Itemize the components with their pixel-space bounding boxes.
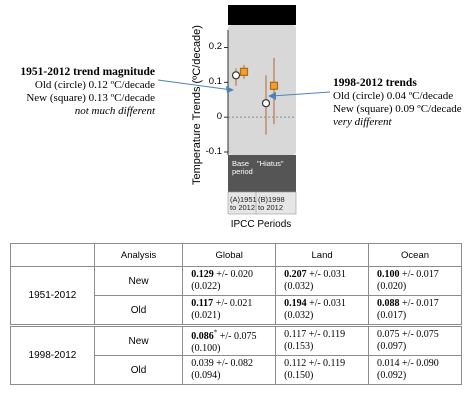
x-axis-label: IPCC Periods [230, 219, 292, 230]
table-row: 1998-2012 New 0.086* +/- 0.075 (0.100) 0.117… [10, 323, 462, 386]
plot-header-band [228, 5, 296, 25]
category-band [228, 155, 296, 192]
old-circle-point [261, 99, 271, 108]
left-annotation-new: New (square) 0.13 ºC/decade [26, 92, 155, 104]
trend-figure: Temperature Trends (ºC/decade) 0.2 0.1 0 -0… [8, 5, 462, 230]
global-cell: 0.086* +/- 0.075 (0.100) [182, 323, 277, 357]
table-body: 1951-2012 New 0.129 +/- 0.020 (0.022) 0.207 … [10, 266, 462, 386]
y-tick-label: 0.2 [208, 41, 222, 53]
right-annotation-new: New (square) 0.09 ºC/decade [333, 103, 462, 115]
header-ocean: Ocean [368, 243, 462, 267]
period-cell: 1998-2012 [10, 323, 95, 386]
left-annotation: 1951-2012 trend magnitude Old (circle) 0… [8, 66, 155, 118]
analysis-cell: Old [93, 295, 184, 326]
right-annotation-note: very different [333, 116, 392, 128]
land-cell: 0.194 +/- 0.031 (0.032) [275, 295, 370, 326]
y-tick-label: 0.1 [208, 76, 222, 88]
data-marks [231, 57, 279, 135]
land-cell: 0.117 +/- 0.119 (0.153) [275, 323, 370, 357]
global-cell: 0.117 +/- 0.021 (0.021) [182, 295, 277, 326]
header-analysis: Analysis [93, 243, 184, 267]
ocean-cell: 0.100 +/- 0.017 (0.020) [368, 266, 462, 296]
y-axis-label-wrap: Temperature Trends (ºC/decade) [186, 25, 208, 185]
ocean-cell: 0.075 +/- 0.075 (0.097) [368, 323, 462, 357]
y-tick-label: -0.1 [205, 146, 222, 157]
old-circle-point [231, 71, 241, 80]
table-header-row: Analysis Global Land Ocean [10, 243, 462, 267]
analysis-cell: New [93, 266, 184, 296]
header-empty [10, 243, 95, 267]
left-annotation-title: 1951-2012 trend magnitude [20, 66, 155, 78]
period-label-a: (A)1951 to 2012 [230, 195, 257, 212]
trend-table: Analysis Global Land Ocean 1951-2012 New 0… [10, 243, 462, 386]
right-arrow [268, 91, 331, 100]
right-annotation: 1998-2012 trends Old (circle) 0.04 ºC/de… [333, 77, 462, 129]
table-row: Old 0.117 +/- 0.021 (0.021) 0.194 +/- 0.031… [11, 295, 462, 326]
category-label-base: Base period [232, 159, 253, 176]
table-row: Old 0.039 +/- 0.082 (0.094) 0.112 +/- 0.119… [11, 355, 462, 386]
land-cell: 0.207 +/- 0.031 (0.032) [275, 266, 370, 296]
period-label-b: (B)1998 to 2012 [258, 195, 285, 212]
global-cell: 0.039 +/- 0.082 (0.094) [182, 355, 277, 386]
period-box [227, 191, 297, 215]
land-cell: 0.112 +/- 0.119 (0.150) [275, 355, 370, 386]
y-tick-label: 0 [216, 111, 222, 123]
plot-panel [228, 25, 296, 155]
table-row: 1951-2012 New 0.129 +/- 0.020 (0.022) 0.207 … [10, 266, 462, 326]
header-land: Land [275, 243, 370, 267]
right-annotation-old: Old (circle) 0.04 ºC/decade [333, 90, 454, 102]
new-square-point [269, 81, 279, 90]
left-annotation-old: Old (circle) 0.12 ºC/decade [34, 79, 155, 91]
left-annotation-note: not much different [74, 105, 155, 117]
category-label-hiatus: "Hiatus" [257, 159, 284, 168]
period-cell: 1951-2012 [10, 266, 95, 326]
right-annotation-title: 1998-2012 trends [333, 77, 417, 89]
ocean-cell: 0.088 +/- 0.017 (0.017) [368, 295, 462, 326]
global-cell: 0.129 +/- 0.020 (0.022) [182, 266, 277, 296]
header-global: Global [182, 243, 277, 267]
y-axis-ticks [224, 47, 228, 153]
analysis-cell: Old [93, 355, 184, 386]
new-square-point [239, 67, 249, 76]
analysis-cell: New [93, 323, 184, 357]
trend-plot [157, 5, 331, 215]
ocean-cell: 0.014 +/- 0.090 (0.092) [368, 355, 462, 386]
left-arrow [157, 79, 234, 93]
